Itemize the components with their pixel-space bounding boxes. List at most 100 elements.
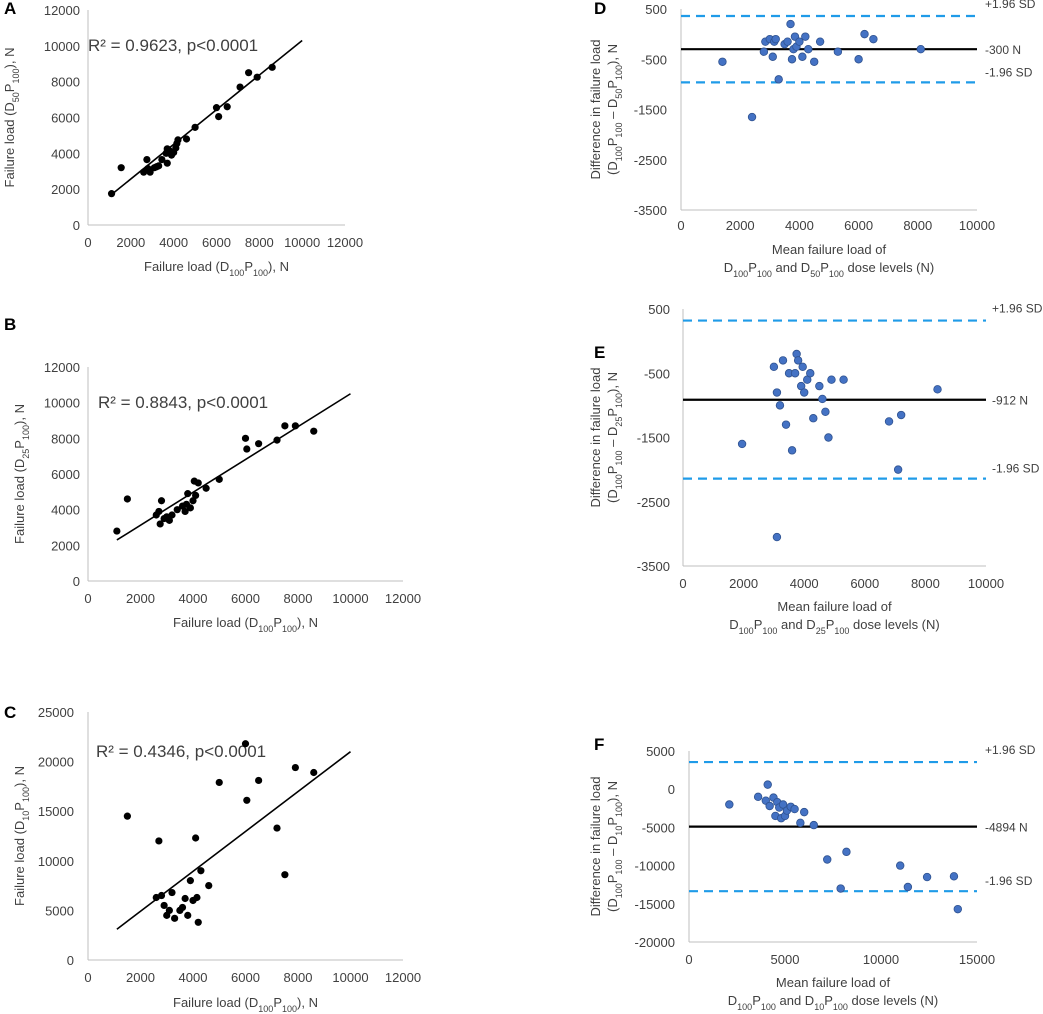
data-point [241, 740, 250, 748]
y-axis-label: Failure load (D25P100), N [12, 404, 31, 544]
x-tick-label: 15000 [959, 952, 995, 967]
x-tick-label: 12000 [385, 970, 421, 985]
data-point [815, 381, 824, 391]
y-tick-label: 500 [648, 302, 670, 317]
x-tick-label: 4000 [159, 235, 188, 250]
upper-limit-label: +1.96 SD [985, 743, 1036, 757]
x-tick-label: 2000 [116, 235, 145, 250]
y-tick-label: 0 [73, 574, 80, 589]
data-point [786, 19, 795, 29]
data-point [194, 918, 202, 926]
data-point [253, 73, 261, 81]
data-point [796, 818, 805, 828]
data-point [194, 479, 202, 487]
data-point [157, 497, 166, 505]
x-tick-label: 6000 [231, 970, 260, 985]
data-point [178, 903, 187, 912]
y-tick-label: -1500 [634, 103, 667, 118]
data-point [205, 882, 213, 890]
data-point [869, 34, 878, 44]
x-axis-label-line1: Mean failure load of [772, 242, 887, 257]
lower-limit-label: -1.96 SD [992, 462, 1040, 476]
data-point [725, 800, 734, 809]
x-tick-label: 8000 [903, 218, 932, 233]
data-point [893, 465, 903, 474]
data-point [775, 401, 785, 410]
data-point [795, 37, 804, 46]
y-axis-label-line1: Difference in failure load [588, 40, 603, 180]
panel-B: B 0 2000 4000 6000 8000 10000 12000 0 2000 4000 600… [4, 315, 421, 634]
data-point [243, 796, 251, 804]
data-point [184, 911, 192, 919]
lower-limit-label: -1.96 SD [985, 65, 1033, 79]
data-point [765, 801, 774, 811]
x-tick-label: 0 [685, 952, 692, 967]
y-axis-label-line2: (D100P100 – D25P100), N [605, 372, 624, 503]
y-axis-label-line2: (D100P100 – D10P100), N [605, 781, 624, 912]
y-tick-label: 20000 [38, 755, 74, 770]
x-tick-label: 0 [677, 218, 684, 233]
y-tick-label: 5000 [646, 744, 675, 759]
y-axis-label-line1: Difference in failure load [588, 368, 603, 508]
data-point [146, 168, 154, 176]
x-tick-label: 10000 [284, 235, 320, 250]
x-tick-label: 10000 [863, 952, 899, 967]
data-point [163, 159, 171, 167]
x-tick-label: 8000 [284, 591, 313, 606]
data-point [192, 491, 200, 499]
data-point [790, 369, 800, 378]
data-point [182, 135, 191, 143]
data-point [291, 763, 299, 772]
data-point [186, 877, 194, 885]
data-point [215, 475, 223, 483]
panel-D: D 500 -500 -1500 -2500 -3500 0 2000 4000 6000 8000… [588, 0, 1036, 279]
data-point [896, 410, 906, 420]
x-axis-label-line2: D100P100 and D25P100 dose levels (N) [729, 617, 939, 636]
data-point [916, 45, 925, 54]
data-point [243, 445, 251, 453]
data-point [815, 37, 825, 46]
y-tick-label: 0 [668, 782, 675, 797]
data-point [171, 914, 179, 922]
data-point [787, 55, 797, 64]
data-point [241, 434, 250, 442]
x-tick-label: 8000 [245, 235, 274, 250]
data-point [255, 440, 263, 448]
x-axis-label-line1: Mean failure load of [776, 975, 891, 990]
y-tick-label: -5000 [642, 820, 675, 835]
x-tick-label: 2000 [726, 218, 755, 233]
data-point [884, 417, 894, 426]
data-point [953, 904, 962, 914]
data-point [173, 506, 181, 514]
data-point [821, 407, 830, 416]
data-point [772, 532, 782, 542]
y-tick-label: 15000 [38, 804, 74, 819]
data-point [165, 516, 173, 524]
data-point [836, 884, 845, 893]
data-point [718, 57, 727, 66]
x-tick-label: 2000 [126, 591, 155, 606]
y-axis-label-line1: Difference in failure load [588, 777, 603, 917]
lower-limit-label: -1.96 SD [985, 874, 1033, 888]
data-point [804, 45, 813, 54]
data-point [156, 520, 164, 528]
data-point [801, 32, 810, 41]
data-point [273, 824, 281, 832]
data-point [123, 495, 131, 503]
data-point [833, 47, 843, 56]
data-point [181, 894, 189, 903]
x-tick-label: 10000 [332, 591, 368, 606]
panel-C: C 0 5000 10000 15000 20000 25000 0 2000 4000 6000 8… [4, 703, 421, 1014]
x-tick-label: 10000 [959, 218, 995, 233]
y-tick-label: 500 [645, 2, 667, 17]
data-point [787, 446, 797, 455]
data-point [223, 103, 231, 111]
x-axis-label-line1: Mean failure load of [777, 599, 892, 614]
data-point [174, 136, 182, 144]
r-squared-annotation: R² = 0.9623, p<0.0001 [88, 36, 258, 55]
y-tick-label: -2500 [637, 495, 670, 510]
data-point [236, 83, 244, 91]
data-point [737, 439, 747, 449]
data-point [860, 29, 869, 39]
x-axis-label-line2: D100P100 and D10P100 dose levels (N) [728, 993, 938, 1012]
